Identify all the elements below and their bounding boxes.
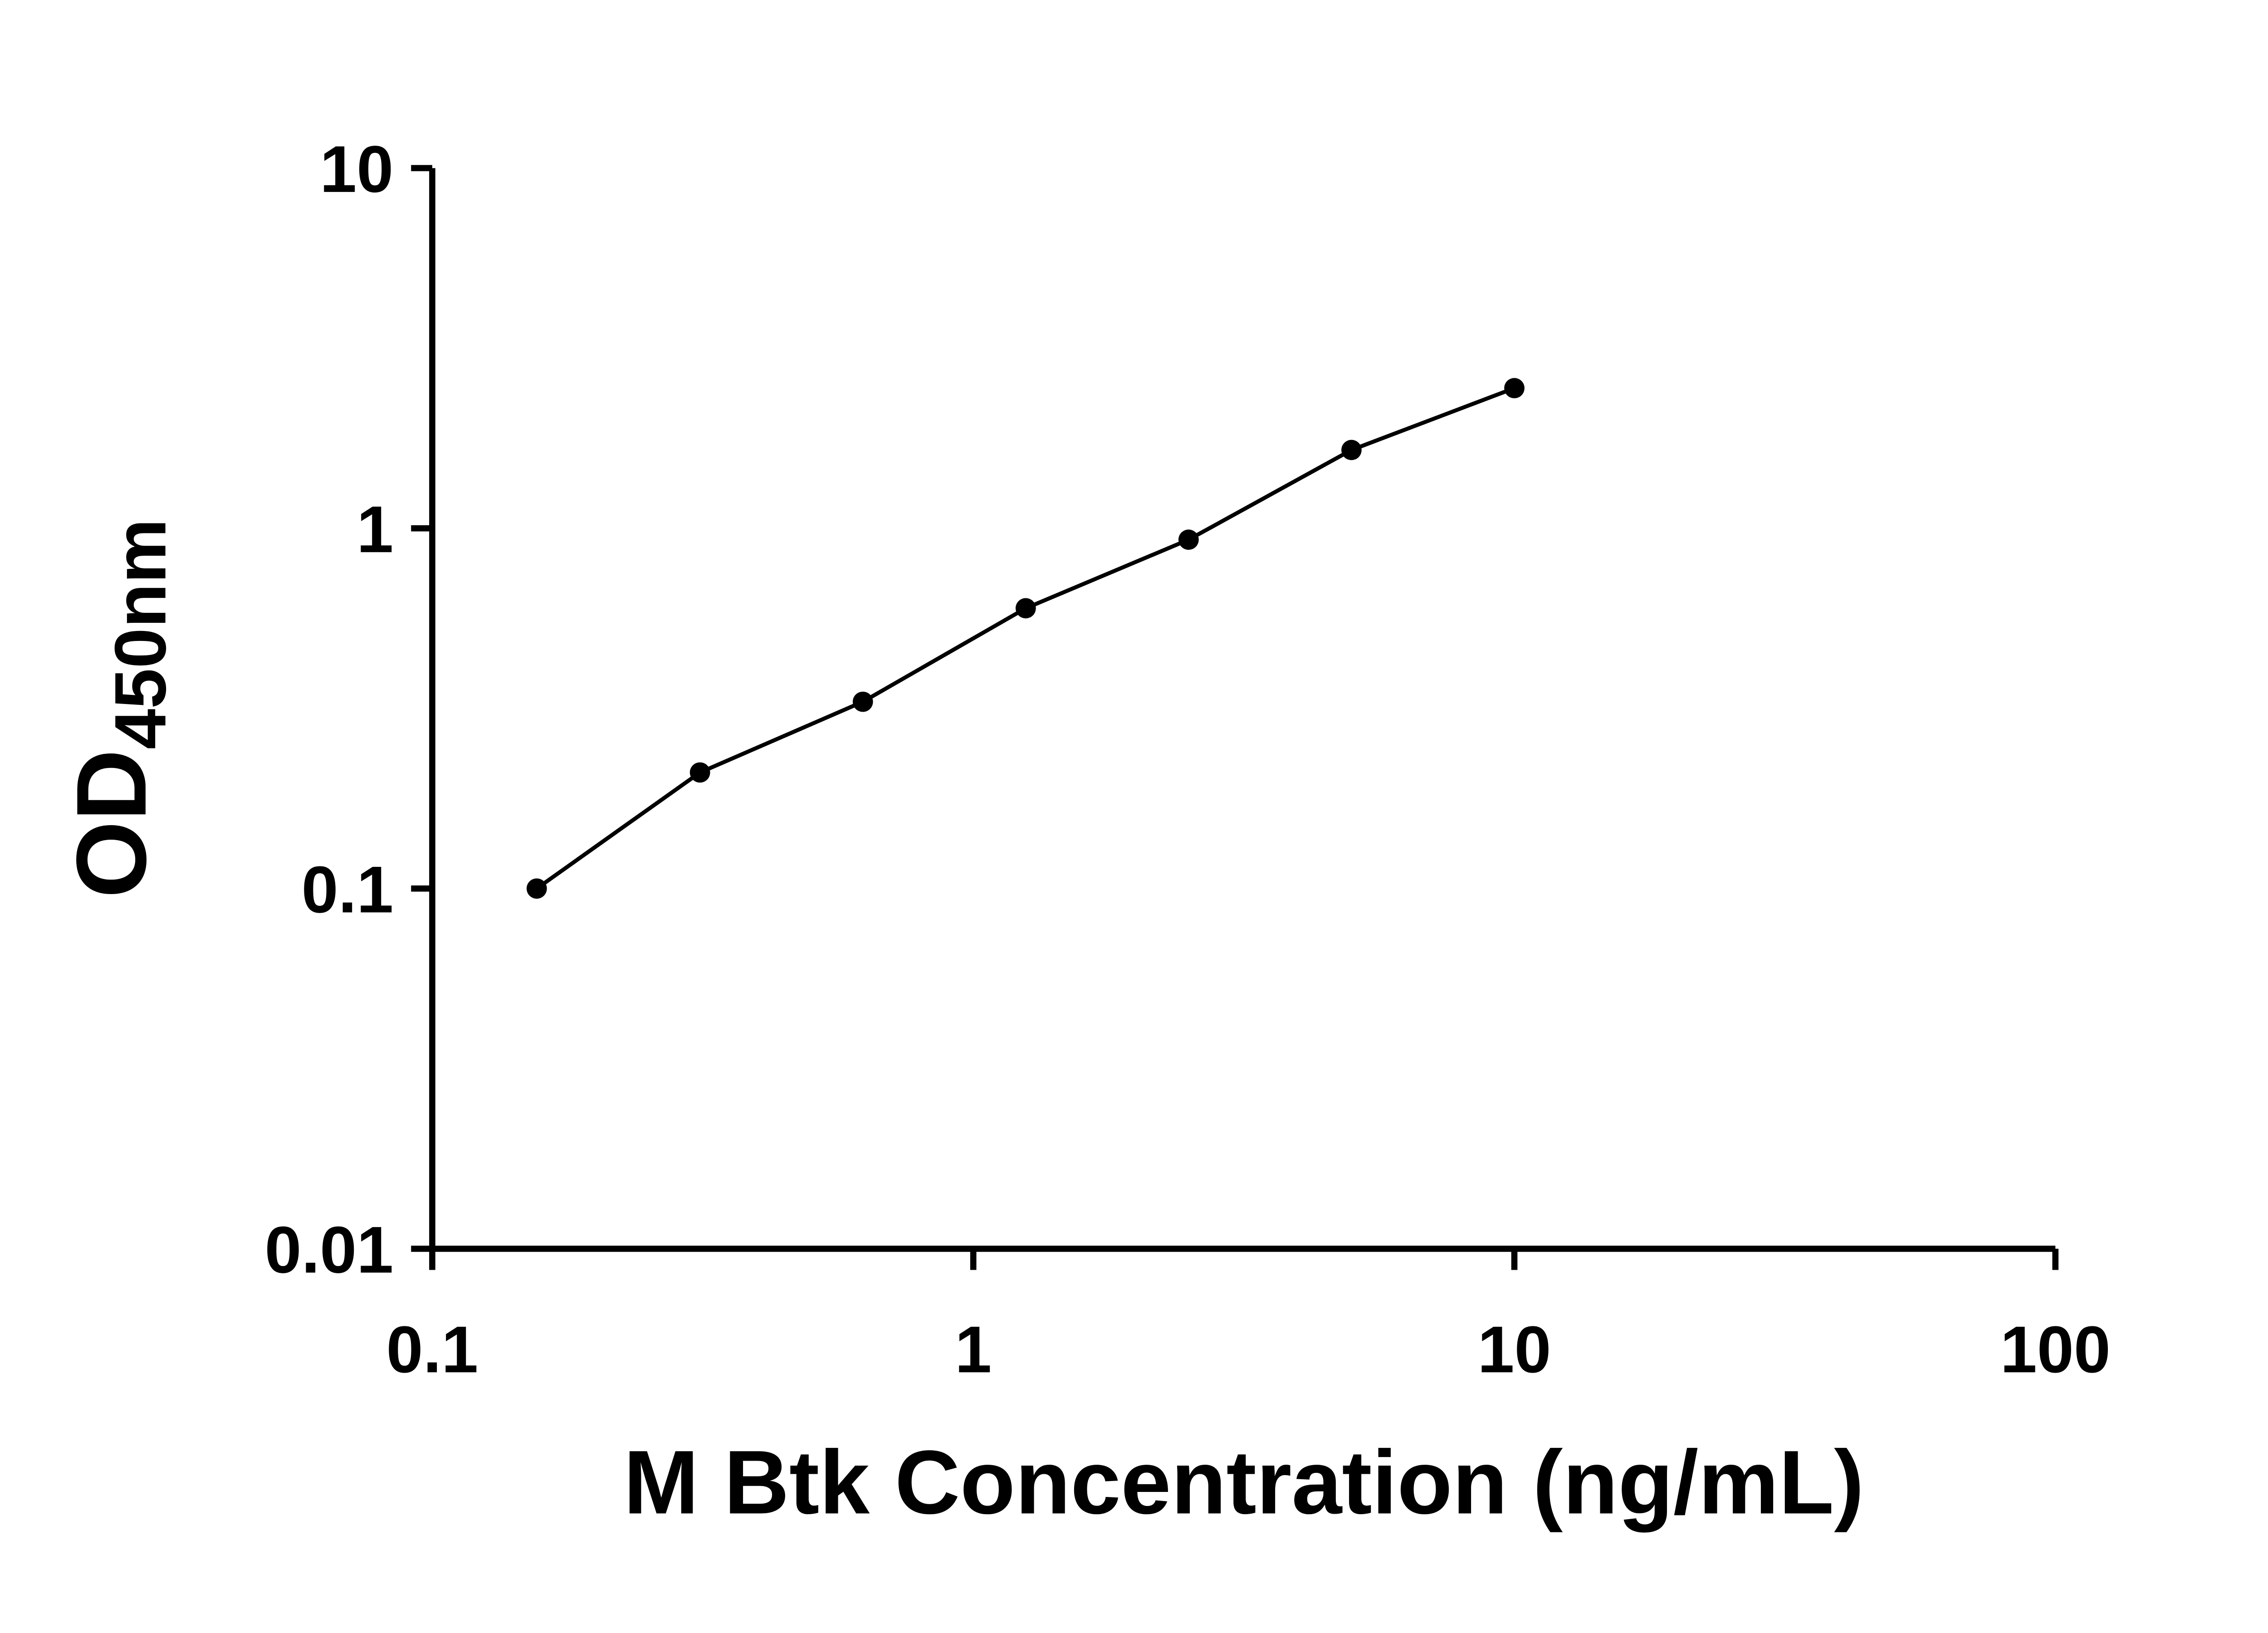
y-tick-label: 0.1 (302, 852, 394, 926)
y-axis-title-main: OD (56, 749, 167, 898)
y-tick-label: 10 (320, 132, 393, 206)
y-axis-title: OD450nm (56, 519, 181, 899)
data-point (1178, 529, 1199, 550)
x-axis-title: M Btk Concentration (ng/mL) (624, 1432, 1864, 1533)
y-axis-title-subscript: 450nm (100, 519, 181, 749)
x-tick-label: 1 (955, 1312, 992, 1386)
data-point (1341, 440, 1362, 460)
data-point (1504, 378, 1525, 399)
data-point (852, 691, 873, 712)
x-tick-label: 0.1 (386, 1312, 479, 1386)
data-point (526, 878, 547, 899)
series-line (535, 386, 1515, 890)
plot-area: 0.1 1 10 100 0.01 0.1 1 10 (265, 132, 2111, 1386)
x-tick-label: 10 (1477, 1312, 1551, 1386)
y-tick-label: 0.01 (265, 1213, 394, 1286)
x-tick-label: 100 (2000, 1312, 2111, 1386)
data-point (1015, 598, 1036, 619)
y-tick-label: 1 (357, 492, 393, 566)
data-point (689, 762, 710, 783)
